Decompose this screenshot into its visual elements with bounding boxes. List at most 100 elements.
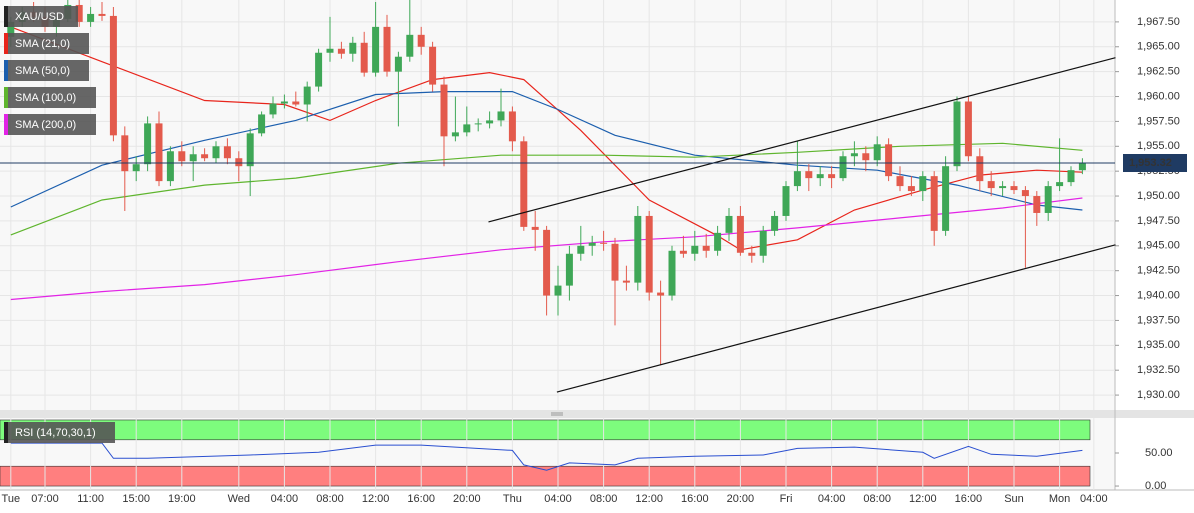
x-tick-label: 12:00	[362, 493, 390, 505]
x-tick-label: 16:00	[681, 493, 709, 505]
x-tick-label: 16:00	[407, 493, 435, 505]
candle-body	[144, 123, 152, 165]
candle-body	[873, 144, 881, 161]
x-tick-label: 20:00	[727, 493, 755, 505]
candle-body	[725, 215, 733, 233]
candle-body	[850, 153, 858, 157]
rsi-band	[0, 419, 1091, 441]
panel-divider	[0, 410, 1194, 418]
candle-body	[383, 26, 391, 72]
candle-body	[668, 250, 676, 296]
candle-body	[212, 146, 220, 159]
y-tick-label: 1,967.50	[1137, 16, 1180, 28]
candle-body	[531, 226, 539, 230]
candle-body	[315, 52, 323, 87]
last-price-label: 1,953.32	[1129, 157, 1172, 169]
candle-body	[679, 250, 687, 254]
candle-body	[896, 176, 904, 187]
x-tick-label: 08:00	[863, 493, 891, 505]
candle-body	[349, 42, 357, 54]
candle-body	[714, 232, 722, 251]
candle-body	[999, 186, 1007, 189]
candle-body	[246, 133, 254, 167]
legend-swatch	[4, 114, 8, 135]
x-tick-label: 16:00	[955, 493, 983, 505]
legend-box	[4, 114, 96, 135]
candle-body	[565, 253, 573, 286]
rsi-tick-label: 0.00	[1145, 480, 1166, 492]
candle-body	[805, 171, 813, 179]
candle-body	[1044, 186, 1052, 213]
candle-body	[75, 4, 83, 22]
candle-body	[1056, 182, 1064, 187]
candle-body	[474, 123, 482, 125]
y-tick-label: 1,960.00	[1137, 90, 1180, 102]
candle-body	[178, 151, 186, 162]
candle-body	[303, 86, 311, 105]
y-tick-label: 1,935.00	[1137, 339, 1180, 351]
y-tick-label: 1,965.00	[1137, 41, 1180, 53]
candle-body	[919, 176, 927, 192]
candle-body	[1010, 186, 1018, 191]
x-tick-label: 11:00	[77, 493, 104, 505]
candle-body	[748, 252, 756, 256]
candle-body	[987, 181, 995, 189]
candle-body	[976, 156, 984, 182]
candle-body	[702, 245, 710, 251]
legend: XAU/USD SMA (21,0) SMA (50,0) SMA (100,0) SM…	[4, 6, 115, 443]
candle-body	[793, 171, 801, 187]
x-tick-label: 04:00	[544, 493, 572, 505]
candle-body	[98, 13, 106, 16]
candle-body	[429, 46, 437, 85]
candle-body	[440, 84, 448, 137]
legend-box	[4, 422, 115, 443]
sma-line	[10, 142, 1083, 236]
candle-body	[201, 154, 209, 159]
x-tick-label: Wed	[228, 493, 250, 505]
candle-body	[269, 103, 277, 115]
candle-body	[87, 13, 95, 22]
candle-body	[862, 153, 870, 161]
grid	[0, 0, 1119, 490]
candle-body	[189, 154, 197, 162]
candle-body	[372, 26, 380, 73]
y-tick-label: 1,930.00	[1137, 389, 1180, 401]
candle-body	[816, 174, 824, 179]
legend-swatch	[4, 33, 8, 54]
candle-body	[839, 156, 847, 179]
candle-body	[1078, 163, 1086, 171]
legend-label: SMA (21,0)	[15, 38, 70, 50]
y-tick-label: 1,950.00	[1137, 190, 1180, 202]
candle-body	[907, 186, 915, 192]
candle-body	[132, 164, 140, 172]
x-tick-label: 08:00	[590, 493, 618, 505]
candle-body	[508, 111, 516, 142]
x-tick-label: 19:00	[168, 493, 196, 505]
candle-body	[292, 101, 300, 105]
y-tick-label: 1,962.50	[1137, 66, 1180, 78]
x-tick-label: Mon	[1049, 493, 1070, 505]
legend-swatch	[4, 6, 8, 27]
y-tick-label: 1,955.00	[1137, 140, 1180, 152]
legend-label: SMA (200,0)	[15, 119, 76, 131]
x-tick-label: 20:00	[453, 493, 481, 505]
y-tick-label: 1,942.50	[1137, 265, 1180, 277]
candle-body	[258, 114, 266, 134]
candle-body	[121, 135, 129, 172]
candle-body	[611, 243, 619, 281]
candle-body	[451, 132, 459, 137]
legend-box	[4, 87, 96, 108]
rsi-line	[10, 442, 1083, 471]
candle-body	[964, 101, 972, 157]
legend-label: XAU/USD	[15, 11, 64, 23]
legend-swatch	[4, 87, 8, 108]
x-tick-label: Sun	[1004, 493, 1024, 505]
y-tick-label: 1,957.50	[1137, 115, 1180, 127]
candle-body	[223, 146, 231, 159]
candle-body	[463, 124, 471, 133]
candle-body	[7, 21, 15, 37]
candle-body	[394, 56, 402, 72]
rsi-tick-label: 50.00	[1145, 447, 1173, 459]
candle-body	[953, 101, 961, 167]
